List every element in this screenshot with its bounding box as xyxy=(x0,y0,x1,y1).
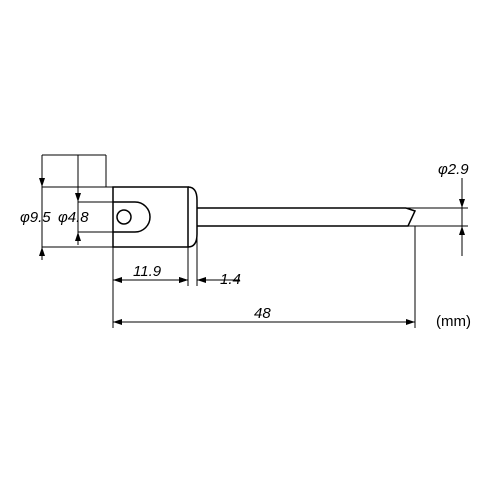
dimension-head-thickness: 1.4 xyxy=(176,234,241,288)
rivet-part xyxy=(113,187,415,247)
label-outer-diameter: φ9.5 xyxy=(20,209,51,226)
label-head-thickness: 1.4 xyxy=(220,271,241,288)
label-body-length: 11.9 xyxy=(133,263,162,280)
unit-label: (mm) xyxy=(436,313,471,330)
label-pin-diameter: φ2.9 xyxy=(438,161,469,178)
dimension-outer-diameter: φ9.5 xyxy=(20,155,113,260)
label-inner-diameter: φ4.8 xyxy=(58,209,89,226)
dimension-body-length: 11.9 xyxy=(113,247,188,328)
label-total-length: 48 xyxy=(254,305,271,322)
dimension-inner-diameter: φ4.8 xyxy=(58,155,113,245)
